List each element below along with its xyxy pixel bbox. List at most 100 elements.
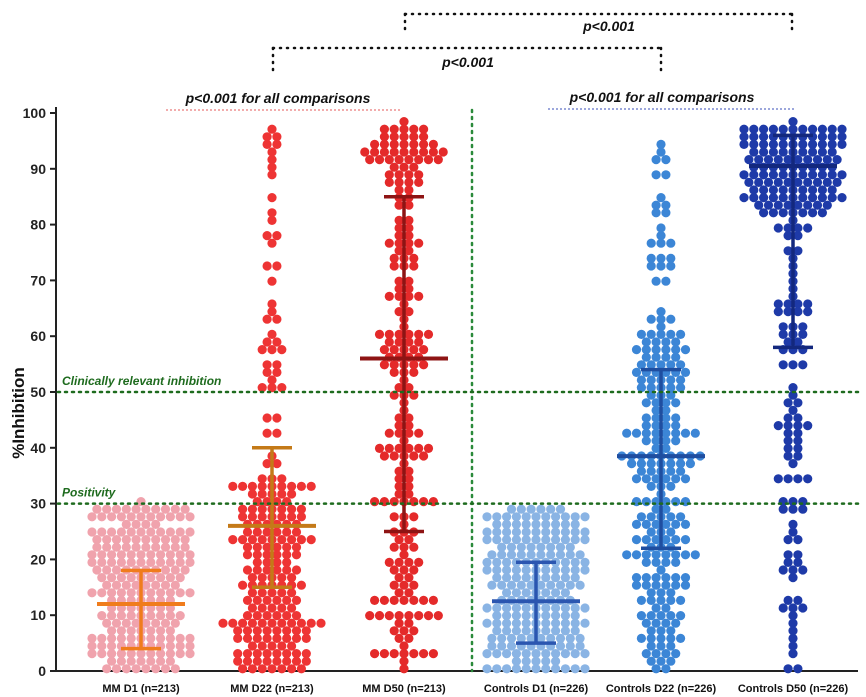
data-point [546,542,556,552]
data-point [238,512,248,522]
data-point [252,633,262,644]
data-point [641,519,651,530]
data-point [666,329,676,339]
data-point [111,618,122,628]
data-point [404,466,414,476]
data-point [165,557,175,568]
data-point [409,261,419,271]
data-point [242,595,253,606]
data-point [622,428,632,438]
data-point [788,504,798,514]
data-point [671,352,681,362]
data-point [170,535,180,545]
data-point [409,139,419,149]
data-point [778,147,788,157]
data-point [151,618,161,628]
data-point [419,595,429,606]
data-point [165,626,175,636]
data-point [575,580,585,590]
data-point [404,246,414,256]
data-point [793,413,803,423]
data-point [394,421,404,431]
data-point [97,573,107,583]
data-point [306,481,316,491]
data-point [631,580,642,590]
data-point [409,565,419,575]
data-point [175,527,185,537]
data-point [768,193,779,203]
data-point [749,139,759,149]
data-point [551,565,561,575]
category-label: Controls D1 (n=226) [484,683,589,695]
category-label: MM D22 (n=213) [230,683,314,695]
data-point [666,481,676,491]
data-point [394,223,404,233]
data-point [156,550,166,560]
data-point [394,489,404,499]
data-point [778,322,788,332]
data-point [409,512,419,522]
data-point [399,565,409,575]
data-point [146,557,156,568]
data-point [749,124,759,134]
data-point [783,664,793,674]
data-point [409,542,419,552]
data-point [759,132,769,142]
data-point [126,550,136,560]
data-point [238,535,248,545]
data-point [482,512,492,522]
data-point [409,147,419,157]
data-point [502,512,512,522]
data-point [492,649,502,659]
data-point [551,535,561,545]
data-point [242,656,253,666]
data-point [146,527,156,537]
data-point [676,512,686,522]
data-point [666,466,676,476]
data-point [541,664,551,674]
data-point [676,633,686,644]
data-point [384,443,394,453]
data-point [783,398,793,408]
data-point [492,603,502,613]
data-point [661,603,671,613]
y-tick-label: 50 [30,384,46,400]
data-point [778,139,788,149]
data-point [282,611,292,621]
data-point [661,664,671,674]
data-point [651,649,661,659]
data-point [666,641,676,651]
data-point [272,428,282,438]
data-point [798,603,808,613]
data-point [170,618,180,628]
data-point [541,618,551,628]
data-point [374,611,385,621]
data-point [778,329,788,339]
data-point [656,147,666,157]
data-point [521,626,531,636]
data-point [384,337,394,347]
data-point [394,291,404,301]
data-point [399,664,409,674]
data-point [262,139,272,149]
data-point [404,489,414,499]
data-point [511,618,521,628]
data-point [301,649,311,659]
data-point [551,512,561,522]
data-point [759,147,769,157]
data-point [97,633,107,644]
data-point [180,504,190,514]
data-point [296,664,306,674]
data-point [267,147,277,157]
data-point [636,633,647,644]
data-point [788,459,798,469]
data-point [656,322,666,332]
data-point [511,535,521,545]
data-point [516,580,526,590]
data-point [291,527,302,537]
data-point [409,124,419,134]
data-point [272,337,282,347]
data-point [793,337,803,347]
data-point [808,185,818,195]
data-point [414,337,424,347]
